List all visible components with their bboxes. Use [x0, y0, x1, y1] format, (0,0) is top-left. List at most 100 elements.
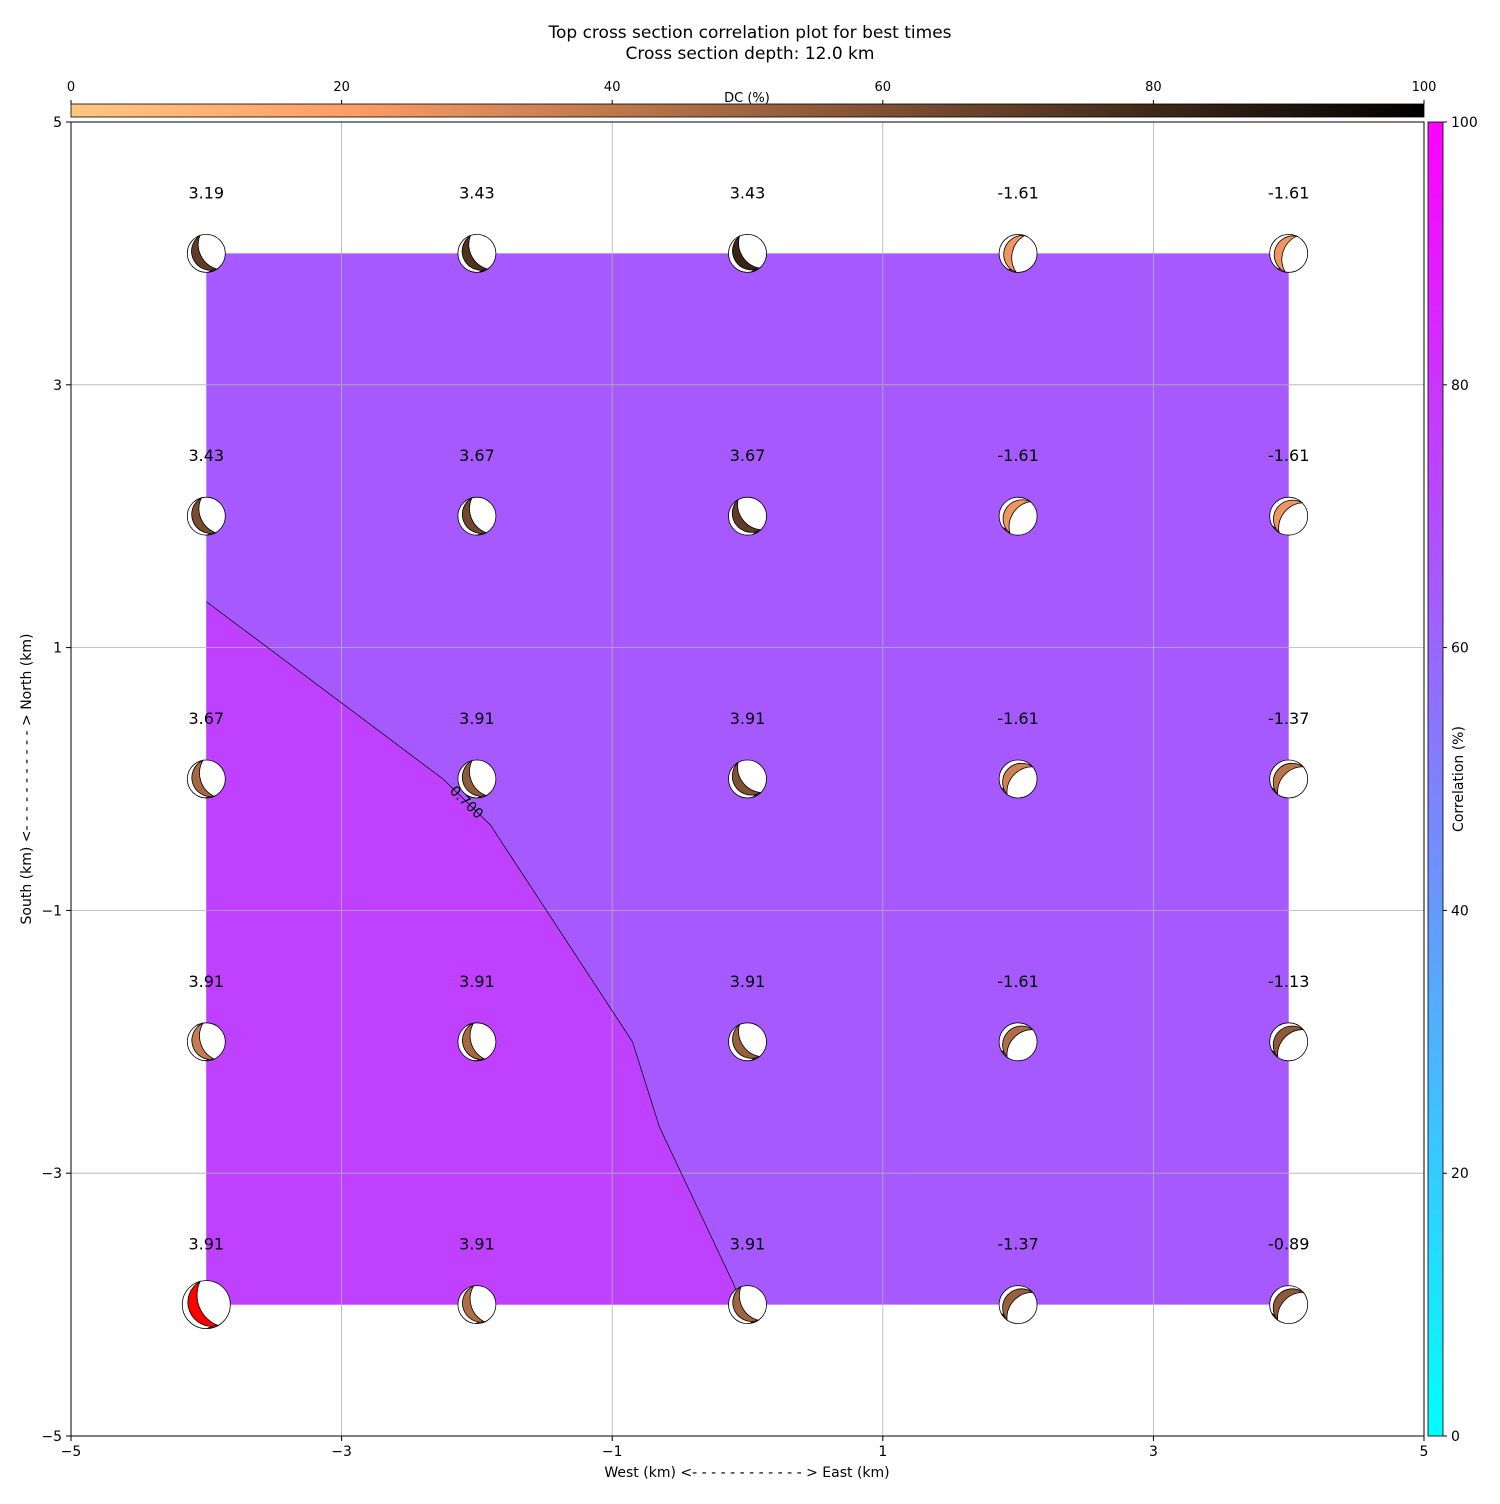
- point-label: -1.61: [997, 183, 1038, 202]
- beachball: [1269, 1285, 1309, 1324]
- dc-colorbar-tick-label: 80: [1145, 80, 1162, 95]
- beachball-quadrant: [206, 532, 216, 536]
- point-label: 3.91: [188, 972, 224, 991]
- correlation-colorbar-tick-label: 60: [1451, 641, 1469, 657]
- point-label: -0.89: [1268, 1235, 1309, 1254]
- y-tick-label: 1: [53, 641, 62, 657]
- beachball: [457, 1022, 497, 1062]
- point-label: 3.91: [459, 972, 495, 991]
- beachball-quadrant: [750, 267, 760, 273]
- beachball-quadrant: [206, 1325, 219, 1329]
- beachball-quadrant: [477, 795, 487, 799]
- correlation-colorbar-tick-label: 80: [1451, 378, 1469, 394]
- y-tick-label: −5: [41, 1429, 62, 1445]
- point-label: 3.91: [730, 1235, 766, 1254]
- point-label: -1.61: [997, 709, 1038, 728]
- beachball-quadrant: [1271, 1312, 1278, 1321]
- beachball-quadrant: [752, 792, 761, 798]
- x-tick-label: 3: [1149, 1444, 1158, 1460]
- contour-line: [206, 601, 742, 1305]
- beachball: [1269, 759, 1309, 799]
- x-axis-label: West (km) <- - - - - - - - - - - - > Eas…: [604, 1465, 889, 1481]
- beachball-quadrant: [1276, 267, 1286, 273]
- dc-colorbar-tick-label: 0: [67, 80, 75, 95]
- correlation-colorbar-tick-label: 20: [1451, 1166, 1469, 1182]
- beachball-quadrant: [204, 1058, 215, 1062]
- beachball: [998, 1022, 1038, 1062]
- point-label: -1.61: [997, 446, 1038, 465]
- x-tick-label: −3: [331, 1444, 352, 1460]
- beachball-quadrant: [204, 795, 215, 799]
- beachball: [457, 233, 497, 273]
- point-label: -1.61: [997, 972, 1038, 991]
- beachball: [457, 759, 497, 799]
- beachball-quadrant: [750, 1056, 760, 1061]
- point-label: 3.91: [730, 972, 766, 991]
- point-label: 3.67: [188, 709, 224, 728]
- point-label: 3.91: [459, 1235, 495, 1254]
- beachball: [1269, 496, 1309, 536]
- point-label: -1.13: [1268, 972, 1309, 991]
- beachball-quadrant: [477, 532, 487, 536]
- beachball-quadrant: [1271, 787, 1278, 795]
- beachball: [1269, 1022, 1309, 1062]
- beachball-quadrant: [1272, 525, 1280, 533]
- x-tick-label: 5: [1420, 1444, 1429, 1460]
- beachball-quadrant: [1007, 268, 1017, 273]
- point-label: 3.43: [459, 183, 495, 202]
- beachball: [998, 233, 1038, 274]
- beachball-quadrant: [1002, 527, 1011, 534]
- point-label: 3.43: [730, 183, 766, 202]
- y-tick-label: −3: [41, 1166, 62, 1182]
- beachball: [457, 496, 497, 536]
- plot-frame: [70, 121, 1425, 1437]
- beachball: [1269, 233, 1309, 273]
- dc-colorbar-tick-label: 40: [604, 80, 621, 95]
- x-tick-label: −1: [602, 1444, 623, 1460]
- beachball: [457, 1285, 497, 1324]
- beachball-quadrant: [208, 268, 218, 273]
- y-tick-label: 3: [53, 378, 62, 394]
- beachball-quadrant: [475, 1058, 485, 1062]
- y-tick-label: −1: [41, 903, 62, 919]
- correlation-region: [206, 601, 741, 1305]
- beachball: [728, 233, 767, 273]
- beachball: [998, 1285, 1038, 1324]
- dc-colorbar-tick-label: 60: [875, 80, 892, 95]
- dc-colorbar-label: DC (%): [724, 91, 770, 106]
- beachball-quadrant: [1000, 1312, 1008, 1321]
- correlation-colorbar-tick-label: 40: [1451, 903, 1469, 919]
- beachball: [728, 496, 767, 536]
- point-label: 3.67: [459, 446, 495, 465]
- beachball: [186, 759, 226, 799]
- beachball: [728, 759, 767, 799]
- dc-colorbar-tick-label: 20: [333, 80, 350, 95]
- beachball-quadrant: [1000, 787, 1008, 795]
- point-label: 3.91: [459, 709, 495, 728]
- point-label: -1.61: [1268, 446, 1309, 465]
- beachball-quadrant: [1271, 1049, 1278, 1058]
- beachball-quadrant: [749, 1319, 759, 1324]
- y-tick-label: 5: [53, 115, 62, 131]
- beachball-quadrant: [475, 1321, 485, 1324]
- beachball-quadrant: [752, 529, 761, 535]
- point-label: 3.91: [730, 709, 766, 728]
- point-label: -1.37: [1268, 709, 1309, 728]
- beachball: [186, 233, 226, 273]
- point-label: 3.67: [730, 446, 766, 465]
- point-label: -1.61: [1268, 183, 1309, 202]
- beachball-quadrant: [478, 268, 488, 273]
- point-label: -1.37: [997, 1235, 1038, 1254]
- beachball: [998, 496, 1038, 536]
- beachball: [728, 1022, 767, 1062]
- dc-colorbar: [70, 103, 1425, 118]
- beachball: [998, 759, 1038, 799]
- beachball: [186, 1022, 226, 1062]
- correlation-colorbar-tick-label: 100: [1451, 115, 1478, 131]
- y-axis-label: South (km) <- - - - - - - - - - - > Nort…: [19, 634, 35, 925]
- beachball: [728, 1285, 767, 1324]
- chart-title: Top cross section correlation plot for b…: [547, 23, 951, 43]
- point-label: 3.19: [188, 183, 224, 202]
- chart-subtitle: Cross section depth: 12.0 km: [626, 44, 875, 64]
